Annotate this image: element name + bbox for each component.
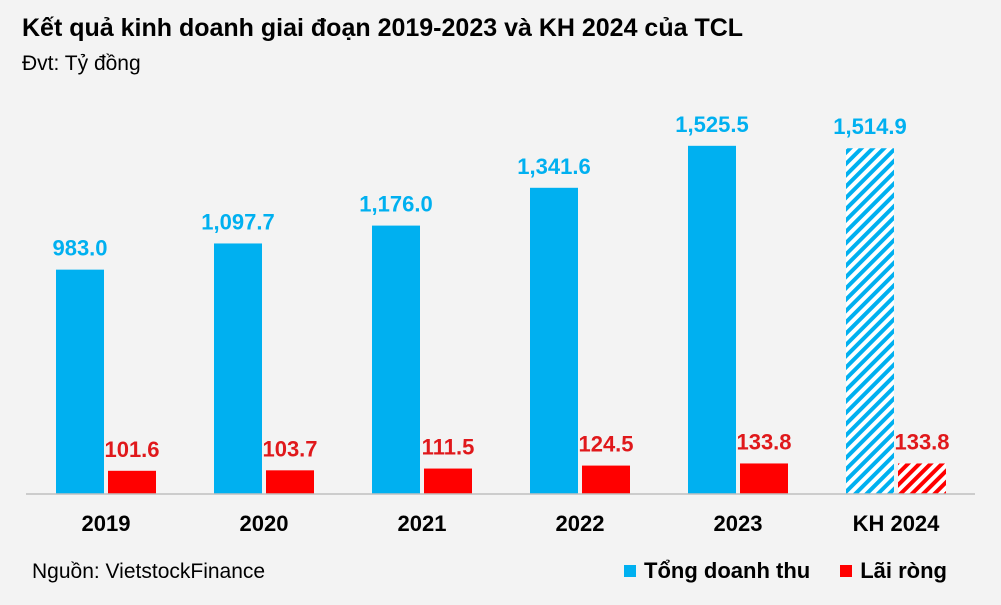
data-label-profit-2023: 133.8 — [736, 429, 791, 454]
data-label-revenue-2022: 1,341.6 — [517, 154, 590, 179]
x-tick-label: 2021 — [398, 511, 447, 536]
data-label-revenue-2021: 1,176.0 — [359, 192, 432, 217]
data-label-profit-2021: 111.5 — [422, 435, 475, 460]
data-label-revenue-2019: 983.0 — [52, 236, 107, 261]
data-label-revenue-2020: 1,097.7 — [201, 209, 274, 234]
bar-revenue-2023 — [688, 145, 736, 494]
legend: Tổng doanh thu Lãi ròng — [624, 558, 947, 584]
source-note: Nguồn: VietstockFinance — [32, 560, 266, 583]
x-tick-label: 2020 — [240, 511, 289, 536]
bar-profit-2023 — [740, 463, 788, 494]
x-tick-label: 2022 — [556, 511, 605, 536]
x-tick-label: KH 2024 — [853, 511, 941, 536]
legend-item-profit: Lãi ròng — [840, 558, 947, 584]
data-label-profit-2019: 101.6 — [104, 437, 159, 462]
bar-revenue-2020 — [214, 243, 262, 494]
x-tick-label: 2019 — [82, 511, 131, 536]
chart-title: Kết quả kinh doanh giai đoạn 2019-2023 v… — [22, 14, 744, 42]
data-label-profit-2020: 103.7 — [262, 436, 317, 461]
legend-label-revenue: Tổng doanh thu — [644, 558, 811, 583]
bar-revenue-2022 — [530, 187, 578, 494]
data-label-revenue-2023: 1,525.5 — [675, 112, 748, 137]
legend-item-revenue: Tổng doanh thu — [624, 558, 810, 584]
bar-profit-2020 — [266, 470, 314, 494]
bar-profit-2022 — [582, 465, 630, 494]
bar-revenue-2021 — [372, 225, 420, 495]
bar-revenue-2019 — [56, 269, 104, 494]
legend-swatch-profit — [840, 565, 853, 577]
bar-revenue-kh-2024 — [846, 148, 894, 495]
bar-profit-2021 — [424, 468, 472, 494]
data-label-revenue-kh-2024: 1,514.9 — [833, 114, 906, 139]
legend-swatch-revenue — [624, 565, 637, 577]
data-label-profit-kh-2024: 133.8 — [894, 429, 949, 454]
legend-label-profit: Lãi ròng — [860, 558, 947, 583]
bar-profit-kh-2024 — [898, 463, 946, 494]
x-tick-label: 2023 — [714, 511, 763, 536]
bar-profit-2019 — [108, 470, 156, 494]
data-label-profit-2022: 124.5 — [578, 432, 633, 457]
chart-unit-subtitle: Đvt: Tỷ đồng — [22, 52, 141, 75]
